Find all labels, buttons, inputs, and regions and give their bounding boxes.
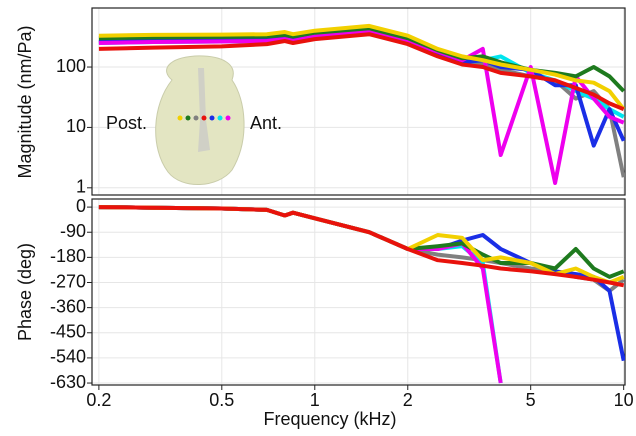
y-tick-label: -180 bbox=[50, 246, 86, 266]
x-tick-label: 5 bbox=[526, 390, 536, 410]
x-tick-label: 0.2 bbox=[86, 390, 111, 410]
inset-shape bbox=[155, 55, 245, 185]
y-tick-label: -90 bbox=[60, 221, 86, 241]
plot-frame bbox=[91, 198, 626, 386]
annotation: Post. bbox=[106, 113, 147, 133]
series-line bbox=[98, 205, 625, 293]
inset: Post. Ant. bbox=[106, 55, 282, 185]
series-group bbox=[98, 23, 625, 185]
y-tick-label: -450 bbox=[50, 322, 86, 342]
plot-frame bbox=[91, 7, 626, 196]
y-tick-label: 10 bbox=[66, 116, 86, 136]
annotation: Ant. bbox=[250, 113, 282, 133]
y-tick-label: -630 bbox=[50, 372, 86, 392]
y-tick-label: -360 bbox=[50, 296, 86, 316]
series-line bbox=[98, 32, 625, 112]
dot bbox=[201, 115, 207, 121]
x-tick-label: 2 bbox=[403, 390, 413, 410]
x-tick-label: 10 bbox=[614, 390, 634, 410]
series-line bbox=[98, 205, 625, 288]
y-axis-label: Magnitude (nm/Pa) bbox=[15, 25, 35, 178]
x-tick-label: 1 bbox=[310, 390, 320, 410]
x-tick-label: 0.5 bbox=[209, 390, 234, 410]
dot bbox=[217, 115, 223, 121]
y-tick-label: 0 bbox=[76, 196, 86, 216]
x-axis-label: Frequency (kHz) bbox=[263, 409, 396, 429]
y-tick-label: -540 bbox=[50, 347, 86, 367]
dot bbox=[193, 115, 199, 121]
dot bbox=[225, 115, 231, 121]
y-tick-label: 100 bbox=[56, 56, 86, 76]
series-line bbox=[98, 205, 625, 279]
inset-shape bbox=[198, 68, 210, 152]
y-axis-label: Phase (deg) bbox=[15, 243, 35, 341]
dot bbox=[209, 115, 215, 121]
series-line bbox=[98, 23, 625, 111]
y-tick-label: 1 bbox=[76, 177, 86, 197]
dot bbox=[185, 115, 191, 121]
series-group bbox=[98, 205, 625, 384]
dot bbox=[177, 115, 183, 121]
y-tick-label: -270 bbox=[50, 271, 86, 291]
